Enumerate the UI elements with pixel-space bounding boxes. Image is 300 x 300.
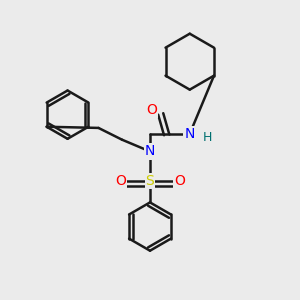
Text: N: N — [145, 145, 155, 158]
Text: S: S — [146, 174, 154, 188]
Text: H: H — [203, 131, 212, 144]
Text: N: N — [184, 127, 195, 141]
Text: O: O — [174, 174, 185, 188]
Text: O: O — [146, 103, 157, 117]
Text: O: O — [115, 174, 126, 188]
